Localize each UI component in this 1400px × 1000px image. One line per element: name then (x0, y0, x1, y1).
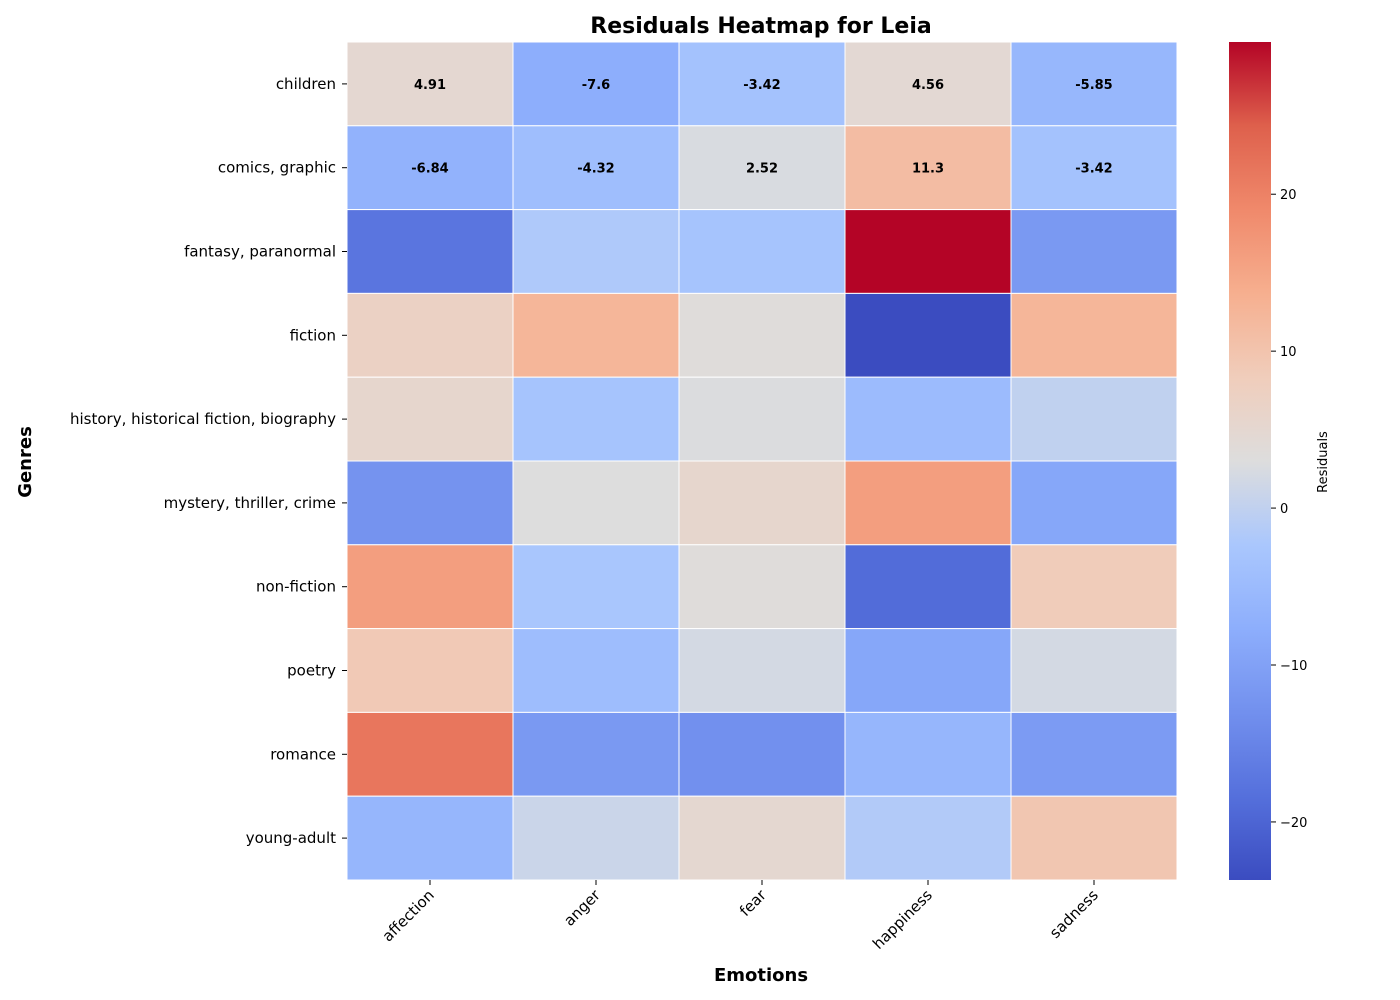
heatmap-cell (844, 544, 1012, 630)
cell-value-label: -3.42 (1075, 162, 1112, 177)
x-tick-label: anger (560, 886, 604, 930)
heatmap-cell (844, 292, 1012, 378)
heatmap-cell (512, 460, 680, 546)
y-tick-label: fantasy, paranormal (184, 243, 336, 261)
heatmap-cell (844, 711, 1012, 797)
heatmap-cell (512, 209, 680, 294)
colorbar-ticks: −20 −10 0 10 20 (1271, 188, 1307, 831)
heatmap-cell (844, 795, 1012, 881)
heatmap-cell (346, 125, 514, 211)
cell-value-label: 2.52 (746, 162, 778, 177)
heatmap-cell (678, 544, 846, 630)
y-axis-label: Genres (15, 426, 36, 498)
x-tick-label: happiness (869, 886, 936, 953)
chart-title: Residuals Heatmap for Leia (590, 14, 931, 39)
cell-value-label: -5.85 (1075, 78, 1112, 93)
heatmap-cell (678, 41, 846, 127)
heatmap-cell (346, 41, 514, 127)
heatmap-cell (1010, 125, 1178, 211)
colorbar-tick-label: 20 (1280, 188, 1297, 203)
colorbar-tick-label: 10 (1280, 345, 1297, 360)
x-tick-label: fear (736, 886, 770, 920)
cell-value-label: -4.32 (577, 162, 614, 177)
heatmap-cell (1010, 544, 1178, 630)
heatmap-cell (844, 376, 1012, 462)
x-axis-label: Emotions (714, 965, 808, 986)
x-axis-ticks: affection anger fear happiness sadness (379, 880, 1102, 953)
heatmap-cell (678, 460, 846, 546)
colorbar (1229, 42, 1271, 880)
heatmap-cell (844, 628, 1012, 713)
cell-value-label: -6.84 (411, 162, 448, 177)
cell-value-label: -3.42 (743, 78, 780, 93)
colorbar-tick-label: −20 (1280, 816, 1307, 831)
heatmap-cells (346, 41, 1178, 881)
y-tick-label: poetry (287, 662, 336, 680)
cell-value-label: 4.91 (414, 78, 446, 93)
cell-annotations: 4.91 -7.6 -3.42 4.56 -5.85 -6.84 -4.32 2.52 11.3… (411, 78, 1112, 177)
y-tick-label: history, historical fiction, biography (70, 410, 336, 428)
heatmap-cell (512, 711, 680, 797)
heatmap-cell (1010, 795, 1178, 881)
heatmap-cell (512, 292, 680, 378)
colorbar-tick-label: 0 (1280, 502, 1288, 517)
heatmap-cell (844, 209, 1012, 294)
heatmap-cell (678, 292, 846, 378)
heatmap-cell (844, 41, 1012, 127)
heatmap-cell (346, 628, 514, 713)
heatmap-cell (512, 628, 680, 713)
heatmap-cell (512, 795, 680, 881)
heatmap-cell (346, 544, 514, 630)
x-tick-label: affection (379, 886, 438, 945)
heatmap-cell (1010, 711, 1178, 797)
cell-value-label: -7.6 (582, 78, 610, 93)
y-tick-label: romance (270, 745, 336, 763)
heatmap-cell (1010, 460, 1178, 546)
heatmap-cell (1010, 41, 1178, 127)
y-tick-label: young-adult (246, 829, 336, 847)
heatmap-cell (346, 209, 514, 294)
y-tick-label: non-fiction (256, 578, 336, 596)
heatmap-cell (346, 376, 514, 462)
heatmap-cell (1010, 292, 1178, 378)
y-tick-label: comics, graphic (218, 159, 336, 177)
heatmap-cell (1010, 209, 1178, 294)
y-tick-label: fiction (290, 326, 336, 344)
y-tick-label: children (276, 75, 336, 93)
heatmap-cell (1010, 376, 1178, 462)
heatmap-cell (346, 460, 514, 546)
y-axis-ticks: children comics, graphic fantasy, paranorm… (70, 75, 347, 847)
y-tick-label: mystery, thriller, crime (164, 494, 336, 512)
heatmap-cell (678, 711, 846, 797)
heatmap-cell (512, 544, 680, 630)
colorbar-label: Residuals (1316, 431, 1331, 493)
cell-value-label: 4.56 (912, 78, 944, 93)
heatmap-cell (512, 41, 680, 127)
heatmap-cell (512, 376, 680, 462)
heatmap-cell (346, 711, 514, 797)
heatmap-cell (844, 460, 1012, 546)
heatmap-cell (678, 209, 846, 294)
colorbar-tick-label: −10 (1280, 659, 1307, 674)
heatmap-cell (678, 376, 846, 462)
heatmap-cell (346, 795, 514, 881)
heatmap-cell (678, 795, 846, 881)
heatmap-cell (678, 628, 846, 713)
heatmap-cell (1010, 628, 1178, 713)
heatmap-cell (346, 292, 514, 378)
heatmap-cell (678, 125, 846, 211)
cell-value-label: 11.3 (912, 162, 944, 177)
x-tick-label: sadness (1046, 886, 1102, 942)
